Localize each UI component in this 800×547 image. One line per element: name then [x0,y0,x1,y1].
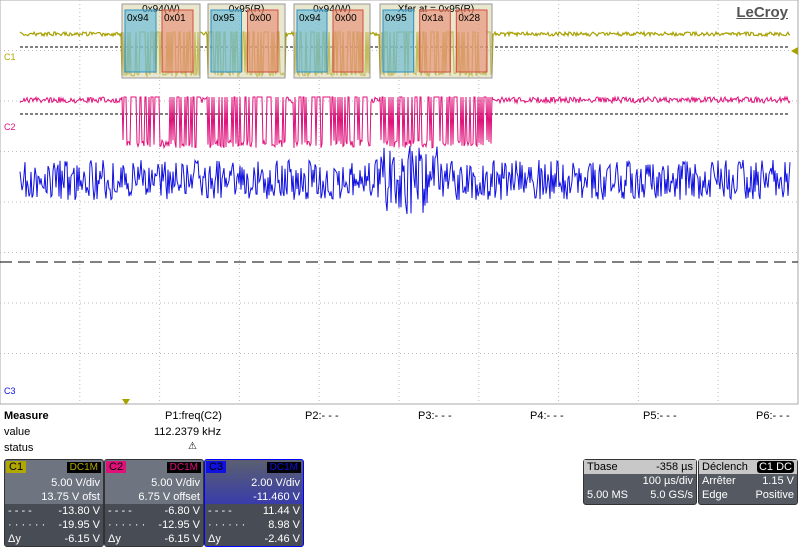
trigger-slope: Positive [755,489,794,501]
decode-byte-label: 0x94 [127,13,149,24]
channel-panel-c1[interactable]: C1 DC1M 5.00 V/div 13.75 V ofst - - - - -1… [4,459,104,547]
cursor1-label: - - - - [208,505,232,517]
param-p5[interactable]: P5:- - - [643,410,677,422]
cursor1-value: 11.44 V [262,505,300,517]
offset: 6.75 V offset [138,491,200,503]
vdiv: 5.00 V/div [151,477,200,489]
c2-marker[interactable]: C2 [4,122,16,132]
trigger-source: C1 DC [756,461,794,473]
delta-value: -6.15 V [164,533,200,545]
delta-value: -2.46 V [264,533,300,545]
c3-trace [19,145,791,215]
tdiv: 100 µs/div [642,475,693,487]
cursor2-value: 8.98 V [268,519,300,531]
decode-title: 0x95(R) [229,4,265,15]
param-p6[interactable]: P6:- - - [756,410,790,422]
decode-byte[interactable] [332,9,364,73]
decode-byte[interactable] [210,9,242,73]
param-p1[interactable]: P1:freq(C2) [165,410,222,422]
trigger-panel[interactable]: Déclench C1 DC Arrêter 1.15 V Edge Positive [698,459,798,505]
warning-icon: ⚠ [188,441,197,452]
trigger-position-icon[interactable] [122,399,130,405]
lecroy-logo: LeCroy [736,4,788,21]
offset: 13.75 V ofst [41,491,100,503]
decode-byte-label: 0x01 [164,13,186,24]
decode-byte[interactable] [161,9,194,73]
cursor2-label: · · · · · · [208,519,246,531]
c2-trace [19,95,791,150]
decode-byte-label: 0x00 [250,13,272,24]
decode-title: 0x94(W) [142,4,180,15]
cursor2-value: -19.95 V [58,519,100,531]
coupling: DC1M [66,462,101,473]
delta-label: Δy [208,533,221,545]
samples: 5.00 MS [587,489,628,501]
delta-value: -6.15 V [64,533,100,545]
cursor1-label: - - - - [8,505,32,517]
channel-tag: C2 [106,461,127,473]
coupling: DC1M [266,462,301,473]
vdiv: 2.00 V/div [251,477,300,489]
value-label: value [4,426,31,438]
decode-byte[interactable] [455,9,488,73]
decode-byte-label: 0x1a [422,13,444,24]
channel-panel-c3[interactable]: C3 DC1M 2.00 V/div -11.460 V - - - - 11.44… [204,459,304,547]
channel-tag: C1 [6,461,27,473]
cursor2-label: · · · · · · [108,519,146,531]
cursor2-label: · · · · · · [8,519,46,531]
decode-byte[interactable] [296,9,328,73]
tbase-delay: -358 µs [656,461,693,473]
param-p4[interactable]: P4:- - - [530,410,564,422]
decode-byte[interactable] [419,9,451,73]
delta-label: Δy [8,533,21,545]
measure-label[interactable]: Measure [4,410,49,422]
status-label: status [4,442,34,454]
param-p3[interactable]: P3:- - - [418,410,452,422]
trigger-level-icon[interactable] [791,47,798,55]
sample-rate: 5.0 GS/s [650,489,693,501]
timebase-panel[interactable]: Tbase -358 µs 100 µs/div 5.00 MS 5.0 GS/s [583,459,697,505]
decode-title: 0x94(W) [313,4,351,15]
cursor1-value: -6.80 V [164,505,200,517]
trigger-level: 1.15 V [762,475,794,487]
param-p2[interactable]: P2:- - - [305,410,339,422]
delta-label: Δy [108,533,121,545]
decode-byte-label: 0x95 [385,13,407,24]
trigger-label: Déclench [702,461,748,473]
decode-byte[interactable] [247,9,279,73]
cursor1-label: - - - - [108,505,132,517]
coupling: DC1M [166,462,201,473]
offset: -11.460 V [253,491,300,503]
decode-byte-label: 0x95 [213,13,235,24]
c3-marker[interactable]: C3 [4,386,16,396]
trigger-mode: Arrêter [702,475,736,487]
vdiv: 5.00 V/div [51,477,100,489]
decode-byte-label: 0x00 [335,13,357,24]
cursor1-value: -13.80 V [58,505,100,517]
c1-marker[interactable]: C1 [4,52,16,62]
cursor2-value: -12.95 V [158,519,200,531]
channel-tag: C3 [206,461,227,473]
param-p1-value: 112.2379 kHz [154,426,222,438]
decode-byte[interactable] [382,9,415,73]
decode-byte-label: 0x28 [458,13,480,24]
decode-byte[interactable] [124,9,157,73]
trigger-type: Edge [702,489,728,501]
tbase-label: Tbase [587,461,618,473]
channel-panel-c2[interactable]: C2 DC1M 5.00 V/div 6.75 V offset - - - - -… [104,459,204,547]
decode-byte-label: 0x94 [299,13,321,24]
